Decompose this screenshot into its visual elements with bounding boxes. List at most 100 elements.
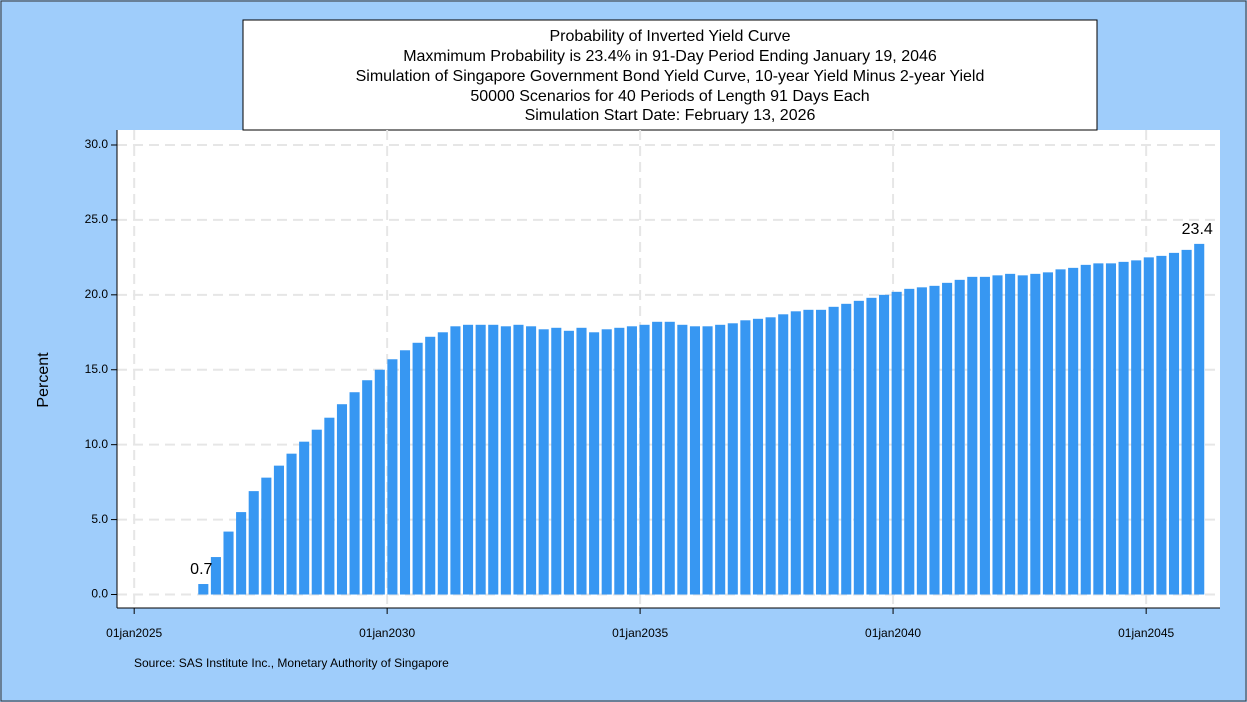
bar — [576, 327, 587, 595]
bar — [1143, 257, 1154, 595]
bar — [1194, 243, 1205, 595]
bar — [815, 309, 827, 595]
chart-subtitle: Simulation of Singapore Government Bond … — [356, 68, 985, 85]
bar — [904, 288, 915, 595]
bar — [942, 282, 953, 595]
bar — [677, 324, 688, 595]
bar — [513, 324, 524, 595]
bar — [727, 323, 738, 595]
bar — [589, 332, 600, 595]
y-tick-label: 20.0 — [85, 287, 109, 301]
source-note: Source: SAS Institute Inc., Monetary Aut… — [134, 656, 449, 670]
bar — [803, 309, 814, 595]
bar — [1168, 252, 1180, 595]
bar — [526, 326, 537, 595]
bar — [752, 318, 764, 595]
bar — [1068, 267, 1079, 595]
bar — [1017, 275, 1028, 595]
bar — [601, 329, 612, 595]
bar — [891, 291, 902, 595]
bar — [324, 417, 335, 595]
bar — [866, 297, 877, 595]
x-tick-label: 01jan2040 — [865, 626, 921, 640]
bar — [715, 324, 726, 595]
bar — [223, 531, 234, 595]
data-label: 23.4 — [1182, 221, 1213, 238]
bar — [778, 314, 789, 595]
bar — [210, 557, 221, 595]
y-tick-label: 0.0 — [91, 587, 108, 601]
bar — [463, 324, 474, 595]
bar — [488, 324, 499, 595]
bar — [349, 392, 360, 595]
y-tick-label: 25.0 — [85, 212, 109, 226]
y-axis-label: Percent — [35, 352, 52, 408]
bar — [198, 584, 209, 595]
bar — [1156, 255, 1167, 595]
bar — [841, 303, 852, 595]
bar — [879, 294, 890, 595]
bar — [992, 275, 1003, 595]
bar — [248, 491, 259, 595]
chart-subtitle: 50000 Scenarios for 40 Periods of Length… — [470, 88, 869, 105]
bar — [702, 326, 713, 595]
y-tick-label: 30.0 — [85, 137, 109, 151]
x-tick-label: 01jan2045 — [1118, 626, 1174, 640]
bar — [1105, 263, 1117, 595]
y-tick-label: 15.0 — [85, 362, 109, 376]
x-tick-label: 01jan2035 — [612, 626, 668, 640]
bar — [450, 326, 461, 595]
bar — [362, 380, 373, 595]
bar — [853, 300, 864, 595]
bar — [500, 326, 511, 595]
title-box — [242, 19, 1098, 131]
bar — [1093, 263, 1104, 595]
bar — [1055, 269, 1066, 595]
bar — [236, 512, 247, 595]
bar — [425, 336, 436, 595]
chart-subtitle: Simulation Start Date: February 13, 2026 — [525, 107, 816, 124]
bar — [286, 453, 297, 595]
bar — [979, 276, 990, 595]
bar — [929, 285, 940, 595]
bar — [399, 350, 411, 595]
bar — [437, 332, 448, 595]
bar — [626, 326, 637, 595]
bar — [967, 276, 978, 595]
bar — [538, 329, 549, 595]
bar — [1042, 272, 1053, 595]
bar — [299, 441, 310, 595]
bar — [475, 324, 486, 595]
bar — [412, 342, 423, 595]
bar — [828, 306, 839, 595]
bar — [563, 330, 574, 595]
bar — [336, 404, 348, 595]
bar — [1005, 273, 1016, 595]
x-tick-label: 01jan2030 — [359, 626, 415, 640]
bar — [740, 320, 751, 595]
bar — [1080, 264, 1091, 595]
bar — [664, 321, 675, 595]
bar — [1118, 261, 1129, 595]
bar — [790, 311, 801, 595]
y-tick-label: 10.0 — [85, 437, 109, 451]
y-tick-label: 5.0 — [91, 512, 108, 526]
bar — [311, 429, 322, 595]
bar — [551, 327, 562, 595]
chart-title: Probability of Inverted Yield Curve — [549, 28, 790, 45]
bar — [387, 359, 398, 595]
bar — [1131, 260, 1142, 595]
bar — [273, 465, 284, 595]
bar — [261, 477, 272, 595]
bar — [614, 327, 625, 595]
bar — [652, 321, 663, 595]
x-tick-label: 01jan2025 — [106, 626, 162, 640]
bar — [689, 326, 701, 595]
bar — [916, 287, 927, 595]
data-label: 0.7 — [190, 561, 212, 578]
bar — [639, 324, 650, 595]
bar — [765, 317, 776, 595]
bar — [1030, 273, 1041, 595]
